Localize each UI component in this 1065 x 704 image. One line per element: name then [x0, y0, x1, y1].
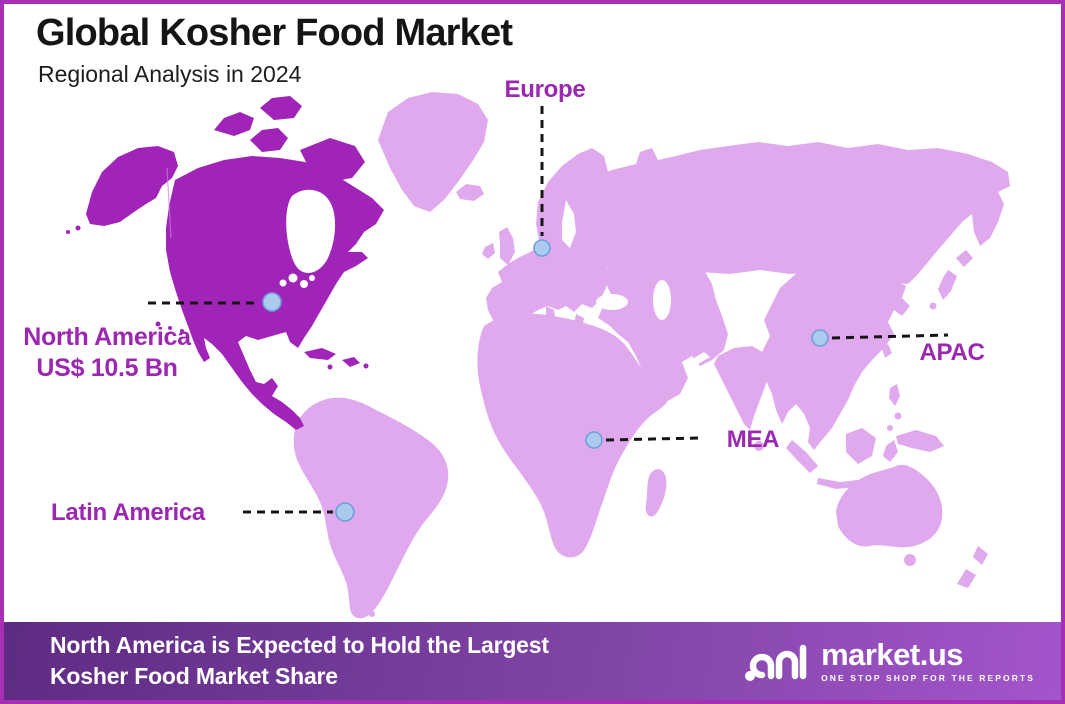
label-apac: APAC — [919, 339, 985, 366]
marker-apac — [811, 329, 829, 347]
market-us-logo-icon — [745, 644, 807, 681]
marker-north-america — [262, 292, 282, 312]
logo-tagline: ONE STOP SHOP FOR THE REPORTS — [821, 673, 1035, 684]
page-subtitle: Regional Analysis in 2024 — [38, 61, 302, 87]
label-north-america-value: US$ 10.5 Bn — [36, 354, 178, 382]
logo-words: market.us ONE STOP SHOP FOR THE REPORTS — [821, 639, 1035, 683]
footer-headline-line1: North America is Expected to Hold the La… — [50, 632, 549, 658]
label-europe: Europe — [504, 76, 586, 103]
marker-europe — [533, 239, 551, 257]
footer-banner: North America is Expected to Hold the La… — [4, 622, 1061, 700]
footer-headline: North America is Expected to Hold the La… — [4, 630, 549, 692]
label-mea: MEA — [726, 426, 780, 453]
label-latin-america: Latin America — [51, 499, 205, 526]
label-north-america: North America US$ 10.5 Bn — [23, 322, 191, 384]
marker-mea — [585, 431, 603, 449]
map-marker-dots — [262, 239, 829, 522]
label-north-america-name: North America — [23, 323, 191, 351]
marker-latin-america — [335, 502, 355, 522]
leader-lines — [148, 106, 949, 514]
page-title: Global Kosher Food Market — [36, 12, 513, 54]
logo-name: market.us — [821, 637, 964, 673]
footer-headline-line2: Kosher Food Market Share — [50, 663, 338, 689]
brand-logo: market.us ONE STOP SHOP FOR THE REPORTS — [745, 638, 1035, 684]
